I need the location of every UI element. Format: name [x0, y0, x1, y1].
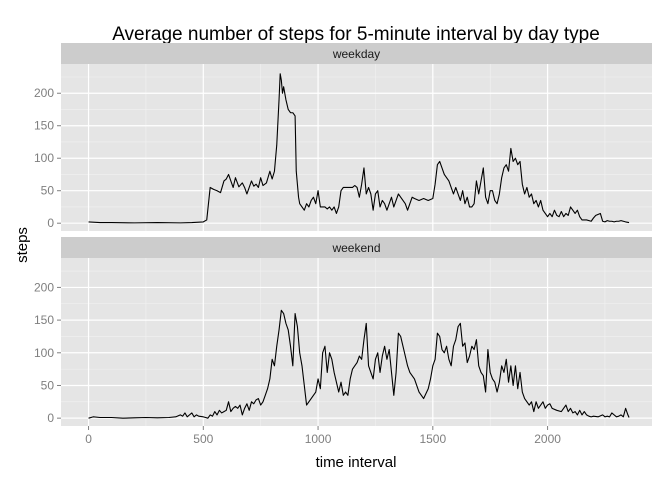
- y-tick-label: 150: [34, 119, 54, 133]
- plot-area-weekday: [61, 64, 652, 231]
- strip-label-weekday: weekday: [332, 47, 380, 61]
- strip-weekday: [61, 43, 652, 64]
- y-tick-labels-weekend: 0 50 100 150 200: [34, 280, 61, 425]
- y-tick-label: 50: [41, 378, 55, 392]
- strip-label-weekend: weekend: [331, 241, 380, 255]
- x-tick-label: 2000: [534, 432, 561, 446]
- x-tick-label: 1000: [305, 432, 332, 446]
- y-tick-label: 100: [34, 151, 54, 165]
- gridlines-weekday: [61, 64, 652, 231]
- y-tick-labels-weekday: 0 50 100 150 200: [34, 86, 61, 230]
- plot-area-weekend: [61, 258, 652, 426]
- y-tick-label: 100: [34, 346, 54, 360]
- series-line-weekend: [88, 309, 630, 419]
- x-axis-title: time interval: [316, 454, 397, 471]
- y-tick-label: 0: [47, 411, 54, 425]
- y-axis-title: steps: [14, 227, 31, 263]
- chart-title: Average number of steps for 5-minute int…: [112, 24, 600, 45]
- strip-weekend: [61, 237, 652, 258]
- y-tick-label: 200: [34, 86, 54, 100]
- panel-weekday: weekday 0 50 100 150 200: [34, 43, 652, 231]
- x-tick-label: 500: [193, 432, 213, 446]
- y-tick-label: 0: [47, 216, 54, 230]
- series-line-weekday: [88, 73, 630, 224]
- y-tick-label: 150: [34, 313, 54, 327]
- y-tick-label: 200: [34, 280, 54, 294]
- x-tick-label: 0: [85, 432, 92, 446]
- x-tick-labels: 0 500 1000 1500 2000: [85, 426, 561, 446]
- panel-weekend: weekend 0 50 100 150 200: [34, 237, 652, 426]
- y-tick-label: 50: [41, 184, 55, 198]
- x-tick-label: 1500: [419, 432, 446, 446]
